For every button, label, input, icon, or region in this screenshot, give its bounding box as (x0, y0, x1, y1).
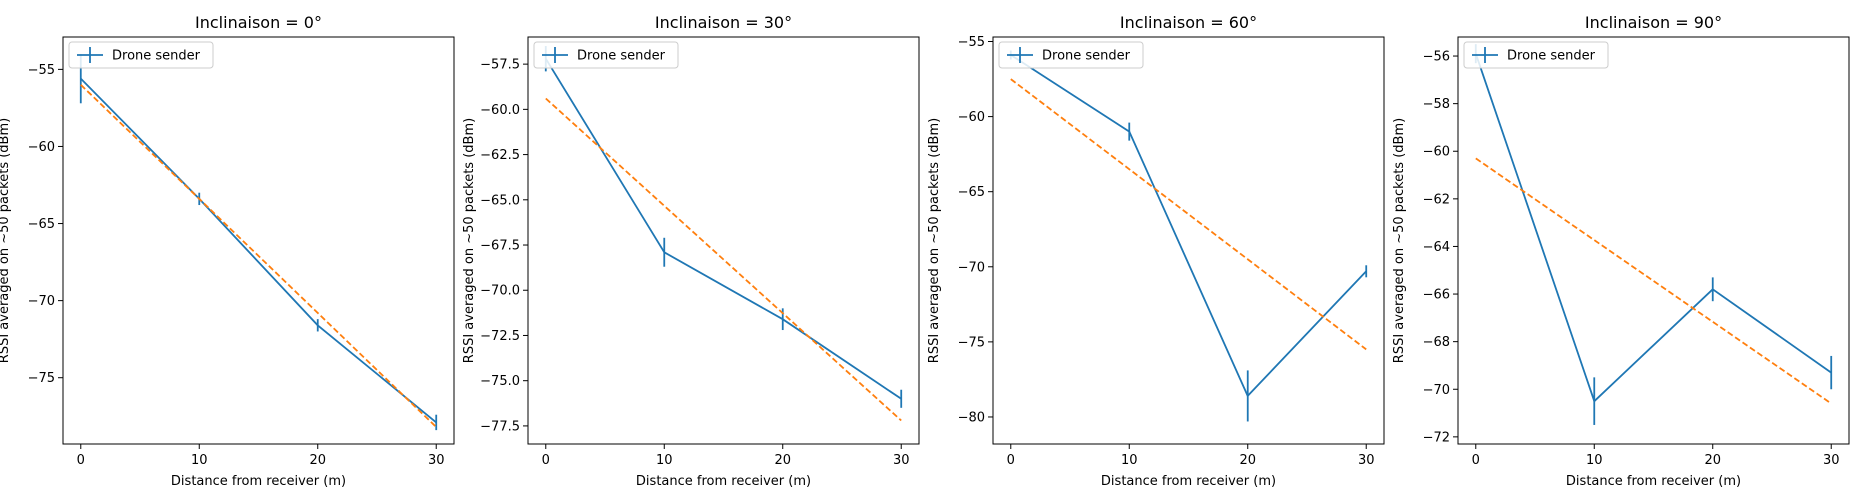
y-tick-label: −64 (1423, 240, 1450, 255)
x-tick-label: 20 (1239, 453, 1256, 468)
y-axis-label: RSSI averaged on ~50 packets (dBm) (0, 118, 12, 363)
legend-label: Drone sender (1507, 49, 1596, 64)
legend: Drone sender (998, 41, 1144, 69)
x-tick-label: 30 (893, 453, 910, 468)
y-tick-label: −72 (1423, 430, 1450, 445)
x-axis-label: Distance from receiver (m) (1101, 474, 1276, 489)
subplot-1: Inclinaison = 0° 0 10 20 30 −55 −60 −65 −70 −75 Di… (0, 13, 455, 489)
y-tick-label: −62.5 (480, 148, 520, 163)
y-tick-label: −60.0 (480, 103, 520, 118)
y-tick-label: −75 (28, 371, 55, 386)
legend: Drone sender (1463, 41, 1609, 69)
series-line-drone-sender (1474, 53, 1832, 403)
y-tick-label: −65 (28, 217, 55, 232)
fit-line (545, 97, 902, 422)
y-tick-label: −72.5 (480, 329, 520, 344)
legend-box (998, 41, 1144, 69)
legend-label: Drone sender (577, 49, 666, 64)
y-axis-label: RSSI averaged on ~50 packets (dBm) (1392, 118, 1407, 363)
x-tick-label: 30 (1823, 453, 1840, 468)
fit-line (80, 84, 437, 428)
y-tick-label: −62 (1423, 192, 1450, 207)
x-tick-label: 30 (428, 453, 445, 468)
x-tick-label: 10 (1586, 453, 1603, 468)
y-tick-label: −75.0 (480, 374, 520, 389)
legend-label: Drone sender (112, 49, 201, 64)
y-tick-label: −66 (1423, 288, 1450, 303)
y-tick-label: −65.0 (480, 193, 520, 208)
axes-frame (62, 36, 455, 445)
subplot-title: Inclinaison = 60° (1120, 13, 1257, 32)
x-tick-label: 0 (1007, 453, 1015, 468)
y-tick-label: −77.5 (480, 419, 520, 434)
y-axis-label: RSSI averaged on ~50 packets (dBm) (462, 118, 477, 363)
subplot-2: Inclinaison = 30° 0 10 20 30 −57.5 −60.0 −62.5 −… (462, 13, 920, 489)
x-tick-label: 0 (77, 453, 85, 468)
y-tick-label: −60 (28, 140, 55, 155)
axes-frame (527, 36, 920, 445)
y-tick-label: −75 (958, 335, 985, 350)
y-tick-label: −65 (958, 185, 985, 200)
legend: Drone sender (68, 41, 214, 69)
y-axis-label: RSSI averaged on ~50 packets (dBm) (927, 118, 942, 363)
x-tick-label: 20 (774, 453, 791, 468)
series-line-drone-sender (545, 58, 902, 400)
y-tick-label: −70 (958, 260, 985, 275)
fit-line (1010, 78, 1367, 351)
x-tick-label: 20 (1704, 453, 1721, 468)
x-axis-label: Distance from receiver (m) (171, 474, 346, 489)
y-tick-label: −55 (958, 35, 985, 50)
subplot-title: Inclinaison = 30° (655, 13, 792, 32)
x-axis-label: Distance from receiver (m) (636, 474, 811, 489)
axes-frame (1457, 36, 1850, 445)
subplot-title: Inclinaison = 90° (1585, 13, 1722, 32)
y-tick-label: −70 (1423, 383, 1450, 398)
y-tick-label: −67.5 (480, 239, 520, 254)
y-tick-label: −55 (28, 63, 55, 78)
x-tick-label: 10 (1121, 453, 1138, 468)
y-tick-label: −60 (958, 110, 985, 125)
x-tick-label: 0 (542, 453, 550, 468)
subplot-title: Inclinaison = 0° (195, 13, 322, 32)
x-tick-label: 0 (1472, 453, 1480, 468)
series-line-drone-sender (80, 77, 437, 424)
legend-label: Drone sender (1042, 49, 1131, 64)
legend-box (533, 41, 679, 69)
x-tick-label: 30 (1358, 453, 1375, 468)
x-tick-label: 20 (309, 453, 326, 468)
y-tick-label: −58 (1423, 97, 1450, 112)
axes-frame (992, 36, 1385, 445)
x-tick-label: 10 (191, 453, 208, 468)
x-axis-label: Distance from receiver (m) (1566, 474, 1741, 489)
series-line-drone-sender (1010, 54, 1367, 398)
y-tick-label: −57.5 (480, 58, 520, 73)
legend-box (68, 41, 214, 69)
legend: Drone sender (533, 41, 679, 69)
y-tick-label: −56 (1423, 50, 1450, 65)
subplot-4: Inclinaison = 90° 0 10 20 30 −56 −58 −60 −62 −64 −… (1392, 13, 1850, 489)
y-tick-label: −60 (1423, 145, 1450, 160)
y-tick-label: −70.0 (480, 284, 520, 299)
fit-line (1475, 157, 1832, 405)
y-tick-label: −80 (958, 410, 985, 425)
y-tick-label: −68 (1423, 335, 1450, 350)
y-tick-label: −70 (28, 294, 55, 309)
subplot-3: Inclinaison = 60° 0 10 20 30 −55 −60 −65 −70 −75 −… (927, 13, 1385, 489)
legend-box (1463, 41, 1609, 69)
x-tick-label: 10 (656, 453, 673, 468)
